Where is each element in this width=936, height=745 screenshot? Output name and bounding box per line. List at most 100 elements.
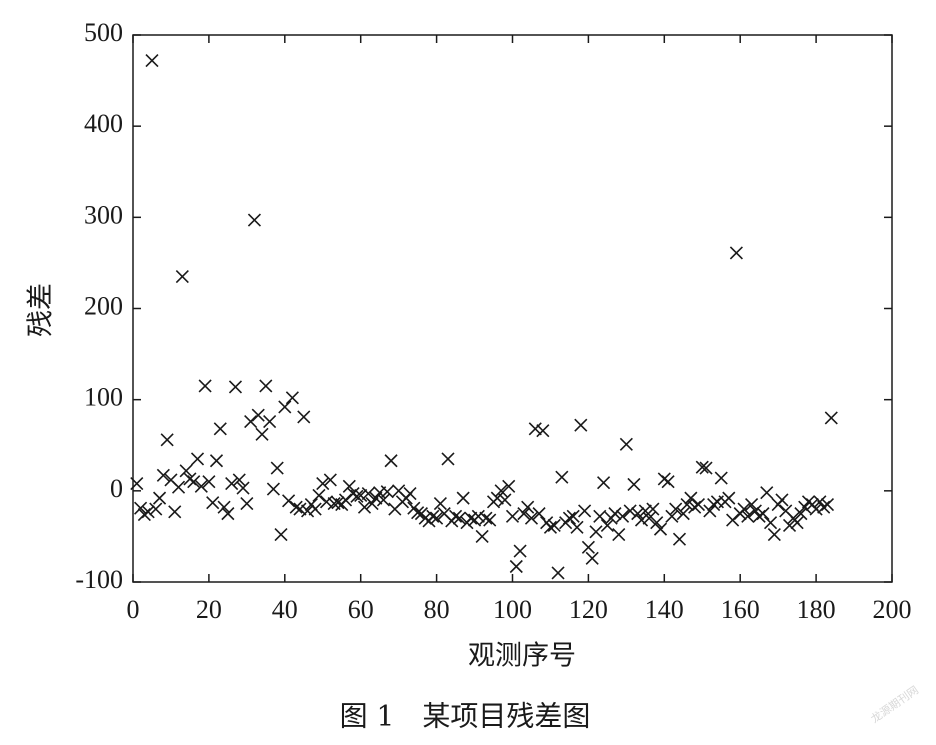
point xyxy=(676,507,690,521)
point xyxy=(608,507,622,521)
point xyxy=(289,500,303,514)
point xyxy=(612,528,626,542)
x-tick-label: 40 xyxy=(272,595,298,624)
point xyxy=(634,513,649,527)
point xyxy=(570,520,584,534)
point xyxy=(297,410,311,424)
point xyxy=(680,497,694,512)
point xyxy=(490,491,504,505)
point xyxy=(494,484,508,498)
point xyxy=(642,511,656,525)
x-tick-label: 180 xyxy=(797,595,836,624)
point xyxy=(232,473,246,487)
point xyxy=(194,479,208,493)
x-tick-label: 60 xyxy=(348,595,374,624)
point xyxy=(471,509,485,523)
point xyxy=(221,507,235,521)
point xyxy=(452,511,466,525)
point xyxy=(536,424,550,438)
point xyxy=(323,473,337,487)
point xyxy=(729,246,743,260)
point xyxy=(187,475,201,489)
point xyxy=(255,427,269,441)
y-tick-label: -100 xyxy=(75,565,123,594)
x-axis-label: 观测序号 xyxy=(468,641,576,672)
point xyxy=(403,487,417,501)
point xyxy=(509,559,523,574)
y-axis-label: 残差 xyxy=(26,283,57,337)
point xyxy=(672,532,687,546)
point xyxy=(502,479,516,493)
point xyxy=(376,493,391,507)
point xyxy=(228,380,243,394)
point xyxy=(513,544,527,558)
point xyxy=(236,481,250,495)
x-tick-label: 100 xyxy=(493,595,532,624)
point xyxy=(521,500,535,514)
x-tick-label: 200 xyxy=(873,595,912,624)
point xyxy=(528,422,542,436)
point xyxy=(498,493,512,507)
point xyxy=(600,518,614,533)
point xyxy=(483,513,497,527)
point xyxy=(384,454,398,468)
point xyxy=(259,379,273,393)
point xyxy=(168,505,182,519)
point xyxy=(240,497,254,511)
watermark: 龙源期刊网 xyxy=(868,683,921,726)
point xyxy=(619,437,633,451)
point xyxy=(171,480,186,494)
point xyxy=(767,528,781,542)
point xyxy=(316,476,330,491)
point xyxy=(562,511,576,525)
point xyxy=(179,464,193,478)
point xyxy=(225,476,239,491)
point xyxy=(149,502,163,516)
point xyxy=(699,461,713,475)
point xyxy=(597,476,611,490)
point xyxy=(745,497,759,512)
y-tick-label: 100 xyxy=(84,383,123,412)
y-tick-label: 500 xyxy=(84,18,123,47)
point xyxy=(380,485,394,499)
point xyxy=(301,504,315,518)
point xyxy=(790,516,804,530)
point xyxy=(190,452,205,466)
point xyxy=(285,391,299,405)
point xyxy=(714,471,728,485)
point xyxy=(547,518,561,533)
point xyxy=(581,540,595,554)
point xyxy=(646,502,660,516)
point xyxy=(813,495,827,509)
point xyxy=(775,493,789,507)
y-tick-label: 300 xyxy=(84,200,123,229)
point xyxy=(145,53,159,68)
x-tick-label: 80 xyxy=(424,595,450,624)
point xyxy=(524,511,539,525)
x-tick-label: 140 xyxy=(645,595,684,624)
point xyxy=(566,509,580,523)
point xyxy=(638,504,652,518)
point xyxy=(293,502,307,516)
point xyxy=(130,476,144,491)
point xyxy=(270,461,284,475)
point xyxy=(798,500,812,514)
x-tick-label: 120 xyxy=(569,595,608,624)
point xyxy=(464,511,478,525)
point xyxy=(748,504,762,518)
point xyxy=(794,507,808,521)
x-tick-label: 0 xyxy=(127,595,140,624)
point xyxy=(266,482,280,496)
point xyxy=(365,497,379,511)
point xyxy=(152,491,167,505)
point xyxy=(263,414,277,429)
point xyxy=(244,414,258,429)
point xyxy=(319,495,334,509)
y-tick-label: 0 xyxy=(110,474,123,503)
point xyxy=(213,422,227,436)
point xyxy=(426,509,440,523)
point xyxy=(141,505,155,519)
point xyxy=(669,502,683,516)
point xyxy=(578,504,592,518)
point xyxy=(308,502,322,516)
